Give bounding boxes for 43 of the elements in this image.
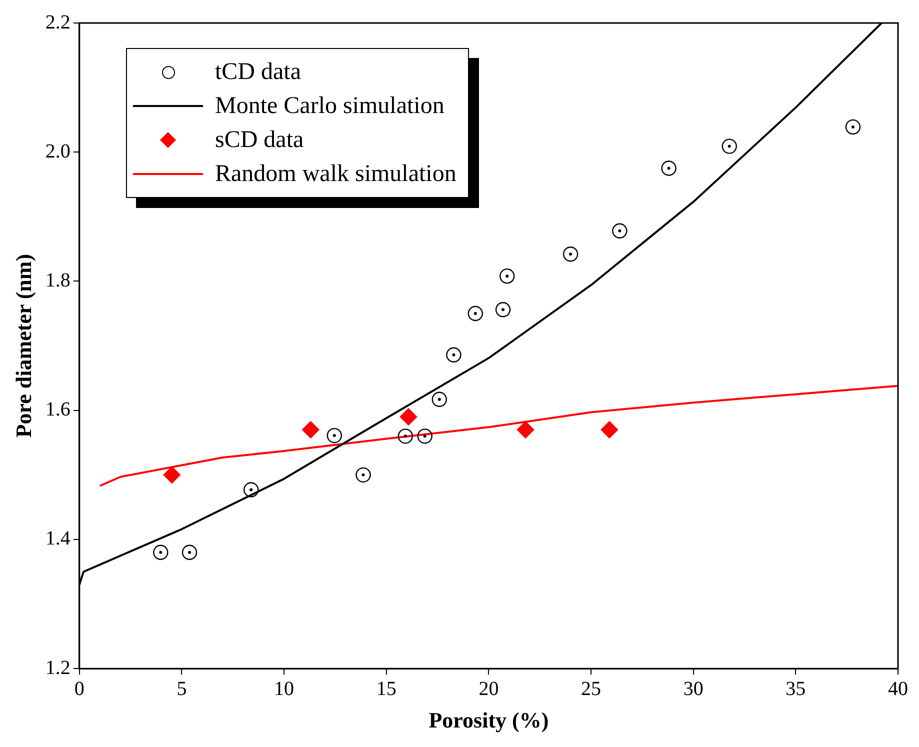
y-axis-title: Pore diameter (nm) [10, 254, 36, 438]
point [326, 428, 342, 444]
x-tick-label: 40 [888, 678, 908, 700]
point [468, 306, 483, 322]
point [562, 246, 578, 262]
y-tick-label: 1.4 [45, 528, 70, 550]
point [446, 347, 462, 362]
x-tick-label: 20 [478, 678, 499, 700]
legend-label: Random walk simulation [215, 160, 456, 189]
point [163, 466, 180, 484]
point [845, 119, 861, 135]
x-tick-label: 35 [786, 678, 806, 700]
y-tick-label: 1.8 [45, 269, 70, 292]
x-tick-label: 0 [74, 678, 84, 700]
point [417, 428, 432, 444]
x-tick-label: 25 [581, 678, 602, 700]
point [302, 421, 320, 438]
point [612, 223, 628, 238]
point [495, 302, 511, 318]
y-tick-label: 2.0 [45, 140, 70, 162]
point [722, 138, 737, 154]
point [500, 268, 515, 284]
point [661, 160, 676, 176]
legend-label: Monte Carlo simulation [215, 92, 444, 121]
x-tick-label: 15 [376, 678, 396, 700]
point [432, 392, 447, 407]
y-tick-label: 1.6 [45, 398, 70, 421]
legend-label: tCD data [215, 58, 301, 87]
point [182, 544, 198, 560]
y-tick-label: 1.2 [45, 656, 70, 679]
point [356, 467, 371, 483]
point [398, 428, 414, 444]
point [153, 544, 168, 560]
point [244, 482, 259, 498]
x-axis-title: Porosity (%) [428, 707, 549, 732]
x-tick-label: 10 [274, 678, 294, 700]
x-tick-label: 30 [683, 678, 704, 700]
y-tick-label: 2.2 [45, 11, 70, 34]
point [516, 421, 534, 438]
x-tick-label: 5 [176, 678, 187, 700]
point [600, 421, 618, 438]
legend-label: sCD data [215, 126, 304, 155]
point [400, 408, 418, 426]
